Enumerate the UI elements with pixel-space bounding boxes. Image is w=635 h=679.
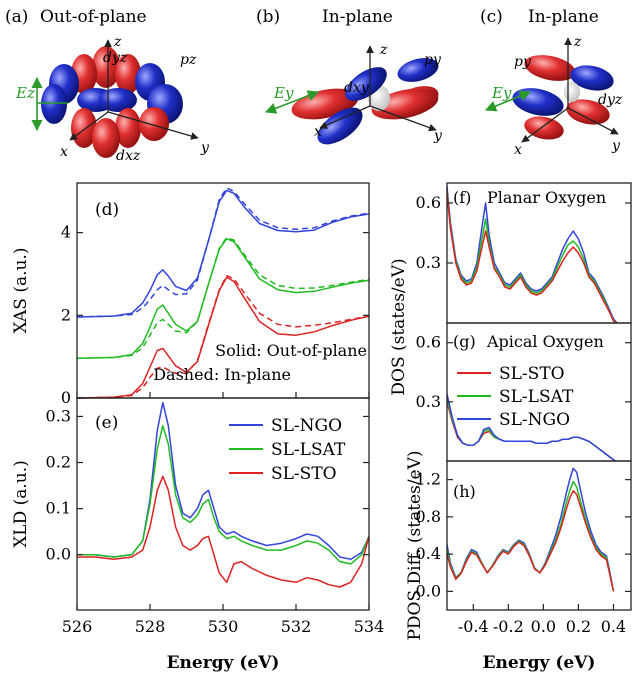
annotation-dashed: Dashed: In-plane [153, 365, 291, 384]
y-tick-label-f-1: 0.6 [416, 193, 441, 212]
panel-label-a: (a) [5, 7, 28, 27]
panel-label-b: (b) [256, 7, 280, 27]
series-line-d-lsat-solid [76, 238, 370, 360]
series-line-d-lsat-dashed [76, 236, 370, 360]
axis-label-x-a: x [60, 144, 68, 160]
legend-label-g-1: SL-LSAT [499, 387, 574, 407]
y-axis-label-h: PDOS Diff. (states/eV) [405, 450, 425, 640]
axis-label-x-c: x [514, 142, 522, 158]
y-axis-label-e: XLD (a.u.) [11, 460, 31, 548]
axis-label-y-a: y [200, 140, 210, 156]
panel-label-e: (e) [95, 413, 118, 433]
field-label-b: Ey [273, 84, 294, 102]
series-line-d-sto-dashed [76, 274, 370, 399]
orbital-panel-a: (a) Out-of-plane z x y Ez dyz pz dxz [5, 7, 210, 164]
apical-oxygen-panel: 0.3 0.6 (g) Apical Oxygen DOS (states/eV) SL-… [389, 258, 632, 462]
x-axis-label-e: Energy (eV) [167, 653, 280, 673]
legend-label-e-2: SL-STO [271, 464, 337, 484]
orbital-label-dyz-c: dyz [598, 92, 623, 108]
axis-label-x-b: x [314, 124, 322, 140]
series-line-d-ngo-dashed [76, 187, 370, 318]
orbital-panel-c: (c) In-plane z x y Ey py dyz [480, 7, 623, 158]
x-tick-label-h-1: -0.2 [493, 617, 524, 636]
series-line-d-sto-solid [76, 276, 370, 399]
x-tick-label-h-3: 0.2 [566, 617, 591, 636]
field-label-c: Ey [491, 84, 512, 102]
series-line-f-ngo-line [446, 186, 618, 324]
y-tick-label-h-1: 0.4 [416, 544, 441, 563]
legend-label-e-1: SL-LSAT [271, 440, 346, 460]
xas-panel: 0 2 4 (d) XAS (a.u.) Solid: Out-of-plane Dashe… [11, 182, 370, 407]
y-tick-label-e-3: 0.3 [46, 406, 71, 425]
y-tick-label-f-0: 0.3 [416, 253, 441, 272]
x-tick-label-e-1: 528 [135, 617, 166, 636]
panel-label-g: (g) [453, 332, 476, 351]
orbital-label-py-c: py [514, 54, 532, 70]
legend-label-e-0: SL-NGO [271, 416, 342, 436]
y-axis-label-g: DOS (states/eV) [389, 258, 409, 395]
x-tick-label-e-4: 534 [354, 617, 385, 636]
axis-label-y-b: y [433, 128, 443, 144]
y-tick-label-h-3: 1.2 [416, 470, 441, 489]
legend-label-g-2: SL-NGO [499, 410, 570, 430]
y-tick-label-g-0: 0.3 [416, 392, 441, 411]
orbital-label-py-b: py [424, 52, 442, 68]
orbital-label-dyz-a: dyz [103, 50, 128, 66]
y-tick-label-h-0: 0.0 [416, 581, 441, 600]
y-axis-label-d: XAS (a.u.) [11, 248, 31, 334]
annotation-solid: Solid: Out-of-plane [215, 341, 367, 360]
field-label-a: Ez [15, 84, 35, 102]
orbital-lobes-b [291, 58, 439, 145]
series-line-e-sl-sto [77, 475, 370, 588]
xld-panel: 0.0 0.1 0.2 0.3 526 528 530 532 534 (e) XLD (a.u.)… [11, 397, 385, 673]
axis-label-z-a: z [113, 34, 122, 50]
y-tick-label-d-0: 0 [61, 388, 71, 407]
y-tick-label-e-0: 0.0 [46, 545, 71, 564]
y-tick-label-g-1: 0.6 [416, 333, 441, 352]
pdos-diff-panel: 0.0 0.4 0.8 1.2 -0.4 -0.2 0.0 0.2 0.4 (h) PDOS Dif… [405, 450, 632, 673]
axis-label-z-c: z [573, 34, 582, 50]
axes-frame-h [446, 460, 632, 611]
orbital-label-dxy-b: dxy [344, 80, 370, 96]
series-line-h-sto-line [446, 490, 615, 592]
axis-label-z-b: z [379, 42, 388, 58]
y-tick-label-e-1: 0.1 [46, 499, 71, 518]
orbital-label-dxz-a: dxz [116, 148, 141, 164]
y-tick-label-e-2: 0.2 [46, 453, 71, 472]
x-tick-label-e-0: 526 [62, 617, 93, 636]
x-tick-label-h-4: 0.4 [601, 617, 626, 636]
panel-title-b: In-plane [322, 7, 393, 27]
panel-title-g: Apical Oxygen [486, 332, 604, 351]
x-tick-label-h-2: 0.0 [531, 617, 556, 636]
y-tick-label-h-2: 0.8 [416, 507, 441, 526]
panel-label-d: (d) [95, 200, 119, 220]
panel-title-f: Planar Oxygen [487, 188, 606, 207]
series-line-e-sl-lsat [77, 424, 370, 565]
panel-label-f: (f) [453, 188, 471, 207]
series-line-g-sl-ngo [446, 393, 616, 462]
y-tick-label-d-1: 2 [61, 305, 71, 324]
panel-label-h: (h) [453, 482, 476, 501]
orbital-label-pz-a: pz [180, 52, 197, 68]
axis-label-y-c: y [611, 138, 621, 154]
panel-title-c: In-plane [528, 7, 599, 27]
series-line-f-sto-line [446, 192, 618, 324]
x-tick-label-e-2: 530 [208, 617, 239, 636]
x-axis-label-h: Energy (eV) [483, 653, 596, 673]
y-tick-label-d-2: 4 [61, 223, 71, 242]
x-tick-label-e-3: 532 [281, 617, 312, 636]
planar-oxygen-panel: 0.3 0.6 (f) Planar Oxygen [416, 182, 632, 324]
panel-title-a: Out-of-plane [40, 7, 147, 27]
orbital-panel-b: (b) In-plane z x y Ey dxy py [256, 7, 443, 145]
legend-label-g-0: SL-STO [499, 364, 565, 384]
x-tick-label-h-0: -0.4 [458, 617, 489, 636]
series-line-d-ngo-solid [76, 189, 370, 318]
series-line-f-lsat-line [446, 190, 618, 324]
panel-label-c: (c) [480, 7, 503, 27]
